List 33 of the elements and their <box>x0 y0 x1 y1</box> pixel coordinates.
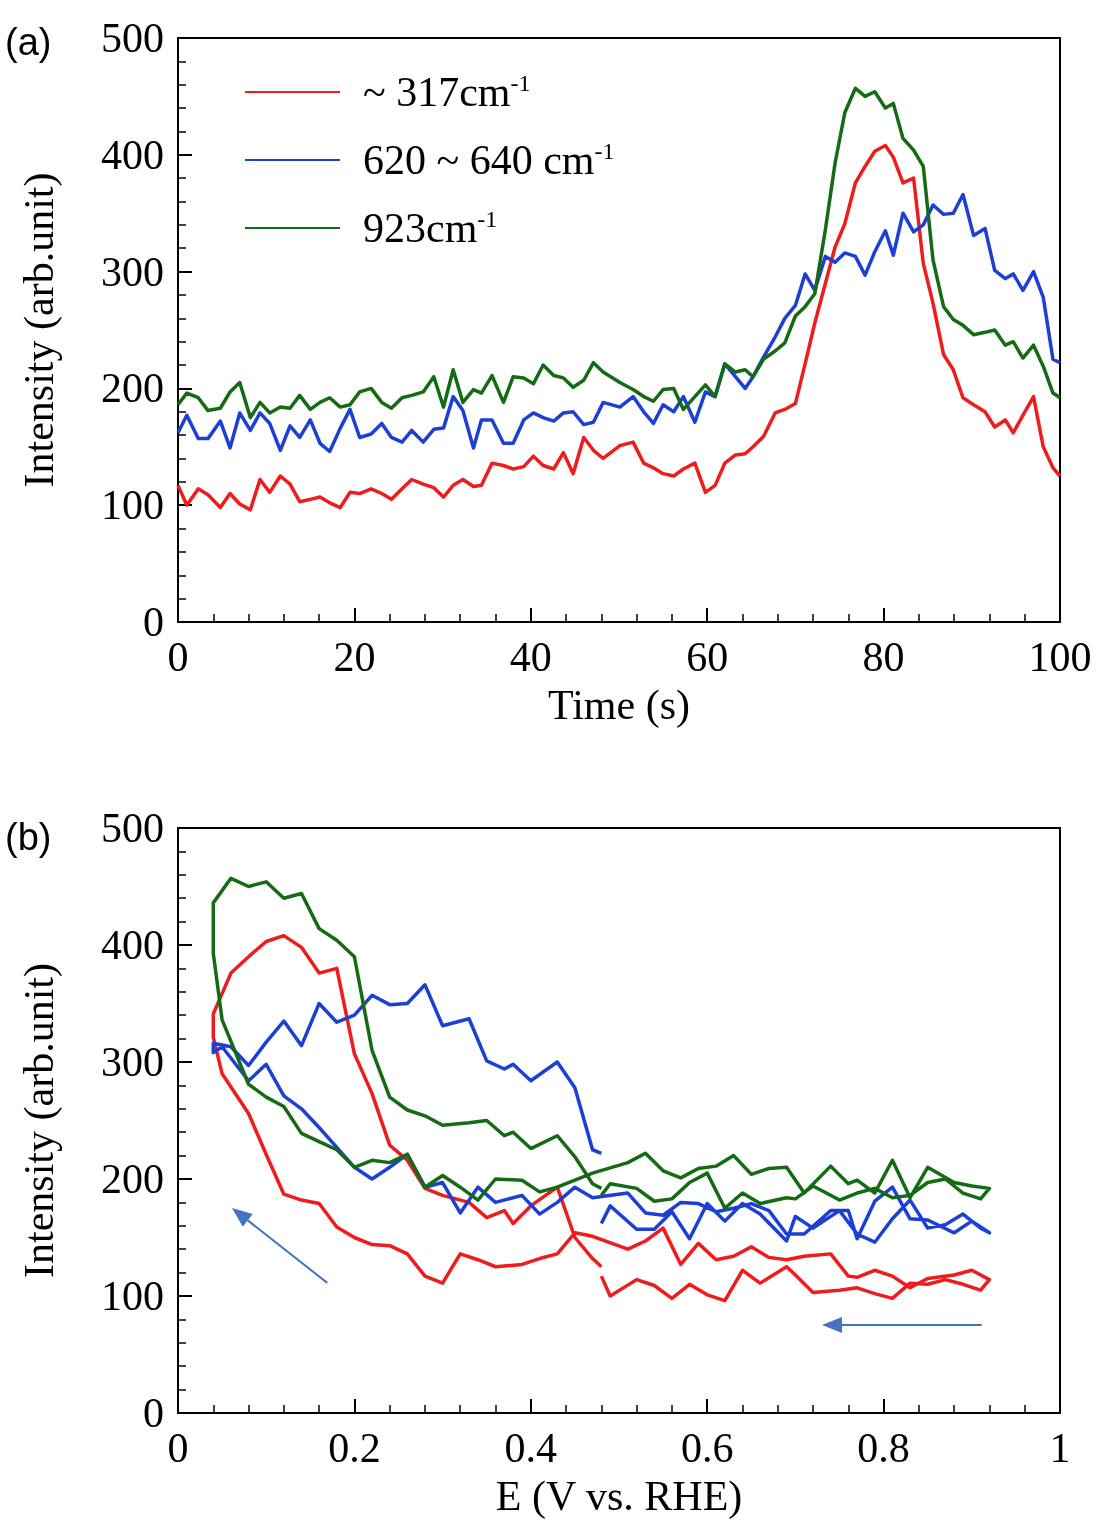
line-series <box>176 143 1062 512</box>
y-tick-label: 200 <box>101 365 164 412</box>
y-axis-title: Intensity (arb.unit) <box>16 172 63 488</box>
y-tick-label: 300 <box>101 248 164 295</box>
chart-title: (b) <box>5 816 52 858</box>
y-tick-label: 0 <box>143 1390 164 1436</box>
y-tick-label: 100 <box>101 1273 164 1319</box>
y-tick-label: 100 <box>101 482 164 529</box>
y-tick-label: 0 <box>143 599 164 645</box>
x-tick-label: 20 <box>333 634 376 680</box>
x-tick-label: 80 <box>862 634 905 680</box>
y-tick-label: 500 <box>101 805 164 851</box>
x-tick-label: 0.8 <box>857 1425 910 1471</box>
x-tick-label: 0.6 <box>680 1425 734 1471</box>
x-tick-label: 1 <box>1049 1425 1071 1471</box>
x-tick-label: 40 <box>509 634 552 680</box>
y-tick-label: 200 <box>101 1156 164 1202</box>
line-series <box>211 983 992 1244</box>
x-tick-label: 100 <box>1028 634 1092 680</box>
x-axis-title: E (V vs. RHE) <box>495 1473 743 1520</box>
y-tick-label: 400 <box>101 131 164 178</box>
line-series <box>176 192 1062 454</box>
y-tick-label: 300 <box>101 1039 164 1085</box>
x-tick-label: 0.4 <box>504 1425 558 1471</box>
y-tick-label: 400 <box>101 922 164 968</box>
x-axis-title: Time (s) <box>548 682 690 729</box>
x-tick-label: 60 <box>686 634 729 680</box>
y-axis-title: Intensity (arb.unit) <box>16 963 63 1278</box>
line-series <box>211 876 992 1210</box>
chart-title: (a) <box>5 21 52 63</box>
y-tick-label: 500 <box>101 15 164 61</box>
line-series <box>211 933 992 1303</box>
x-tick-label: 0.2 <box>328 1425 381 1471</box>
